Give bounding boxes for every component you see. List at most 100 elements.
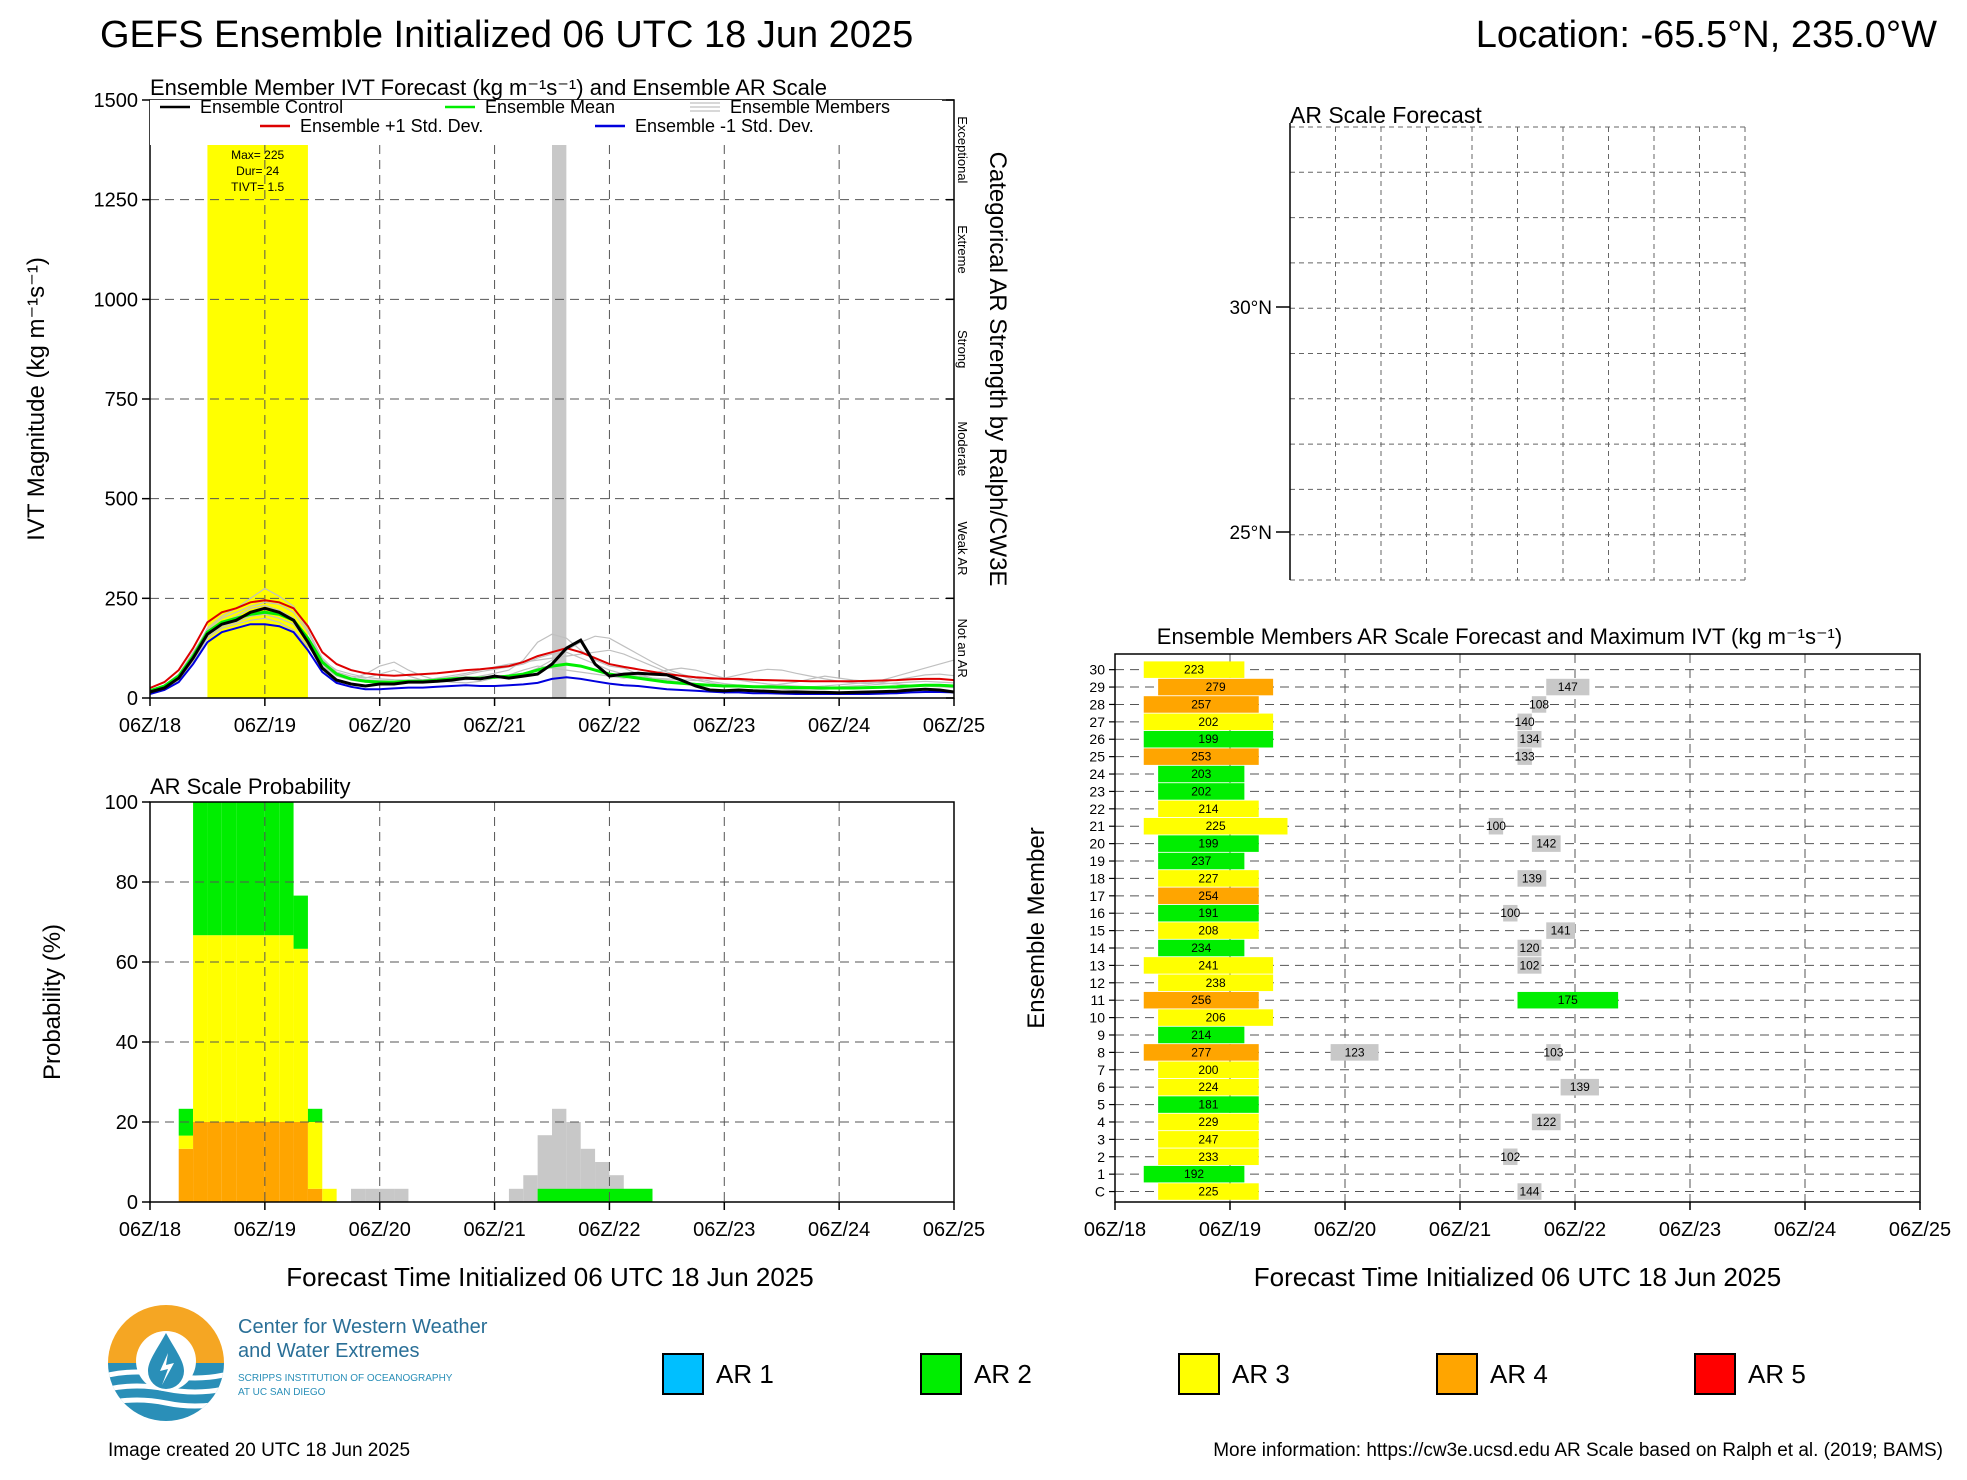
member-ar-event bbox=[1531, 1113, 1561, 1131]
x-tick-label: 06Z/24 bbox=[808, 1219, 870, 1241]
member-max-ivt-label: 206 bbox=[1206, 1011, 1226, 1025]
probability-bar-ar4 bbox=[279, 1122, 294, 1202]
member-row-label: 4 bbox=[1097, 1114, 1105, 1130]
member-max-ivt-label: 225 bbox=[1206, 819, 1226, 833]
member-row-label: 26 bbox=[1089, 731, 1105, 747]
member-ar-event bbox=[1158, 1026, 1245, 1044]
x-tick-label: 06Z/18 bbox=[1084, 1219, 1146, 1241]
x-tick-label: 06Z/22 bbox=[578, 715, 640, 737]
y-tick-label: 80 bbox=[116, 872, 138, 894]
member-row-label: 19 bbox=[1089, 853, 1105, 869]
member-max-ivt-label: 139 bbox=[1522, 871, 1542, 885]
member-row-label: 24 bbox=[1089, 766, 1105, 782]
legend-ar4: AR 4 bbox=[1436, 1352, 1548, 1396]
member-max-ivt-label: 233 bbox=[1198, 1150, 1218, 1164]
probability-bar-ar4 bbox=[178, 1148, 194, 1202]
member-ar-event bbox=[1158, 939, 1245, 957]
member-ar-event bbox=[1158, 870, 1259, 887]
probability-bar-ar3 bbox=[207, 935, 222, 1122]
legend-ar3-label: AR 3 bbox=[1232, 1358, 1290, 1389]
member-ar-event bbox=[1531, 835, 1561, 852]
member-line bbox=[149, 617, 955, 694]
member-max-ivt-label: 256 bbox=[1191, 993, 1211, 1007]
legend-label-mean: Ensemble Mean bbox=[485, 97, 615, 117]
probability-bar-ar4 bbox=[307, 1188, 323, 1202]
y-tick-label: 20 bbox=[116, 1112, 138, 1134]
member-max-ivt-label: 208 bbox=[1198, 924, 1218, 938]
category-label: Extreme bbox=[955, 225, 970, 273]
member-max-ivt-label: 224 bbox=[1198, 1080, 1218, 1094]
member-line bbox=[149, 613, 955, 693]
member-ar-event bbox=[1158, 1148, 1259, 1166]
probability-bar-ar3 bbox=[279, 935, 294, 1122]
legend-box bbox=[150, 100, 942, 145]
member-ar-event bbox=[1158, 974, 1274, 992]
probability-bar-ar2 bbox=[279, 802, 294, 936]
member-ar-event bbox=[1158, 1183, 1259, 1200]
y-tick-label: 40 bbox=[116, 1032, 138, 1054]
x-tick-label: 06Z/18 bbox=[119, 1219, 181, 1241]
member-ar-event bbox=[1503, 904, 1518, 922]
logo-line3: SCRIPPS INSTITUTION OF OCEANOGRAPHY bbox=[238, 1373, 453, 1384]
probability-bar-gray bbox=[580, 1148, 596, 1202]
member-ar-event bbox=[1158, 1131, 1259, 1148]
page-title: GEFS Ensemble Initialized 06 UTC 18 Jun … bbox=[100, 14, 914, 56]
member-row-label: 11 bbox=[1090, 992, 1105, 1008]
member-row-label: 13 bbox=[1089, 957, 1105, 973]
member-max-ivt-label: 214 bbox=[1198, 802, 1218, 816]
member-max-ivt-label: 279 bbox=[1206, 680, 1226, 694]
probability-bar-ar3 bbox=[322, 1188, 337, 1202]
cw3e-logo-mark: Center for Western Weather and Water Ext… bbox=[108, 1305, 488, 1421]
x-tick-label: 06Z/19 bbox=[1199, 1219, 1261, 1241]
member-max-ivt-label: 120 bbox=[1519, 941, 1539, 955]
category-label: Moderate bbox=[955, 421, 970, 476]
y-axis-label: IVT Magnitude (kg m⁻¹s⁻¹) bbox=[23, 257, 50, 541]
member-max-ivt-label: 214 bbox=[1191, 1028, 1211, 1042]
category-label: Strong bbox=[955, 330, 970, 368]
legend-ar3-swatch bbox=[1178, 1353, 1220, 1395]
series-line-control bbox=[149, 606, 955, 695]
legend-ar4-swatch bbox=[1436, 1353, 1478, 1395]
x-axis-label: Forecast Time Initialized 06 UTC 18 Jun … bbox=[286, 1262, 813, 1292]
member-max-ivt-label: 191 bbox=[1198, 906, 1218, 920]
y-tick-label: 250 bbox=[105, 588, 138, 610]
probability-bar-ar2 bbox=[193, 802, 208, 936]
ar-band-annotation: Max= 225 bbox=[231, 148, 284, 162]
x-tick-label: 06Z/24 bbox=[808, 715, 870, 737]
member-ar-event bbox=[1143, 991, 1259, 1009]
member-ar-event bbox=[1158, 922, 1259, 939]
probability-bar-ar3 bbox=[264, 935, 280, 1122]
x-tick-label: 06Z/21 bbox=[1429, 1219, 1491, 1241]
y-tick-label: 0 bbox=[127, 688, 138, 710]
member-max-ivt-label: 139 bbox=[1570, 1080, 1590, 1094]
ensemble-members-chart: Ensemble Members AR Scale Forecast and M… bbox=[1023, 624, 1951, 1292]
probability-bar-ar4 bbox=[236, 1122, 251, 1202]
footer-more-info: More information: https://cw3e.ucsd.edu … bbox=[1213, 1440, 1943, 1461]
member-row-label: 17 bbox=[1089, 888, 1105, 904]
map-title: AR Scale Forecast bbox=[1290, 102, 1482, 128]
ar-band-annotation: TIVT= 1.5 bbox=[231, 180, 284, 194]
member-max-ivt-label: 241 bbox=[1198, 958, 1218, 972]
member-row-label: 2 bbox=[1097, 1149, 1105, 1165]
member-max-ivt-label: 234 bbox=[1191, 941, 1211, 955]
legend-ar2: AR 2 bbox=[920, 1352, 1032, 1396]
member-max-ivt-label: 100 bbox=[1500, 906, 1520, 920]
probability-bar-gray bbox=[394, 1188, 409, 1202]
member-ar-event bbox=[1517, 730, 1542, 748]
member-row-label: 30 bbox=[1089, 662, 1105, 678]
x-tick-label: 06Z/25 bbox=[923, 1219, 985, 1241]
category-label: Exceptional bbox=[955, 116, 970, 183]
member-ar-event bbox=[1517, 957, 1542, 974]
member-ar-event bbox=[1143, 817, 1288, 835]
logo-line4: AT UC SAN DIEGO bbox=[238, 1387, 326, 1398]
x-tick-label: 06Z/25 bbox=[1889, 1219, 1951, 1241]
member-ar-event bbox=[1158, 765, 1245, 783]
ar-probability-chart: 0 20 40 60 80 100 06Z/18 06Z/19 06Z/20 06Z/21 06Z/… bbox=[39, 774, 985, 1292]
member-max-ivt-label: 257 bbox=[1191, 697, 1211, 711]
member-max-ivt-label: 202 bbox=[1198, 715, 1218, 729]
probability-bar-gray bbox=[552, 1108, 567, 1202]
member-row-label: 3 bbox=[1097, 1131, 1105, 1147]
member-row-label: 1 bbox=[1097, 1166, 1105, 1182]
member-ar-event bbox=[1158, 904, 1259, 922]
right-axis-label: Categorical AR Strength by Ralph/CW3E bbox=[984, 152, 1011, 587]
